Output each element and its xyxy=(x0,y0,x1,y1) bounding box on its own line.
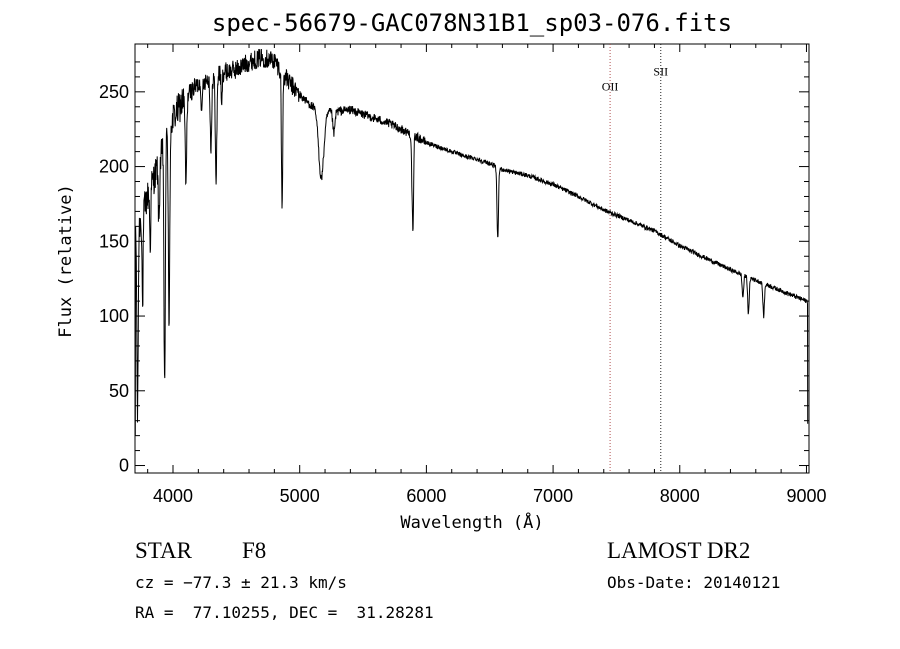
survey-name: LAMOST DR2 xyxy=(607,538,751,563)
coordinates-text: RA = 77.10255, DEC = 31.28281 xyxy=(135,603,434,622)
y-tick-label: 100 xyxy=(99,306,129,326)
x-tick-label: 7000 xyxy=(533,486,573,506)
object-subclass: F8 xyxy=(242,538,267,563)
y-tick-label: 250 xyxy=(99,82,129,102)
x-tick-label: 4000 xyxy=(153,486,193,506)
axis-ticks: 4000 5000 6000 7000 8000 9000 0 50 100 150 200 250 xyxy=(99,44,826,506)
x-tick-label: 6000 xyxy=(406,486,446,506)
spectrum-series xyxy=(134,48,809,436)
x-tick-label: 9000 xyxy=(786,486,826,506)
object-class: STAR xyxy=(135,538,192,563)
spectral-line-label: OII xyxy=(602,79,619,93)
y-tick-label: 200 xyxy=(99,157,129,177)
chart-title: spec-56679-GAC078N31B1_sp03-076.fits xyxy=(212,9,732,37)
x-axis-label: Wavelength (Å) xyxy=(400,511,543,533)
x-tick-label: 5000 xyxy=(280,486,320,506)
x-tick-label: 8000 xyxy=(660,486,700,506)
y-axis-label: Flux (relative) xyxy=(56,184,76,338)
spectral-line-label: SII xyxy=(653,64,668,78)
y-tick-label: 50 xyxy=(109,381,129,401)
plot-frame xyxy=(134,43,810,474)
y-tick-label: 0 xyxy=(119,456,129,476)
emission-lines-layer: OII SII xyxy=(602,44,668,473)
obs-date-text: Obs-Date: 20140121 xyxy=(607,573,781,592)
redshift-text: cz = −77.3 ± 21.3 km/s xyxy=(135,573,347,592)
y-tick-label: 150 xyxy=(99,231,129,251)
